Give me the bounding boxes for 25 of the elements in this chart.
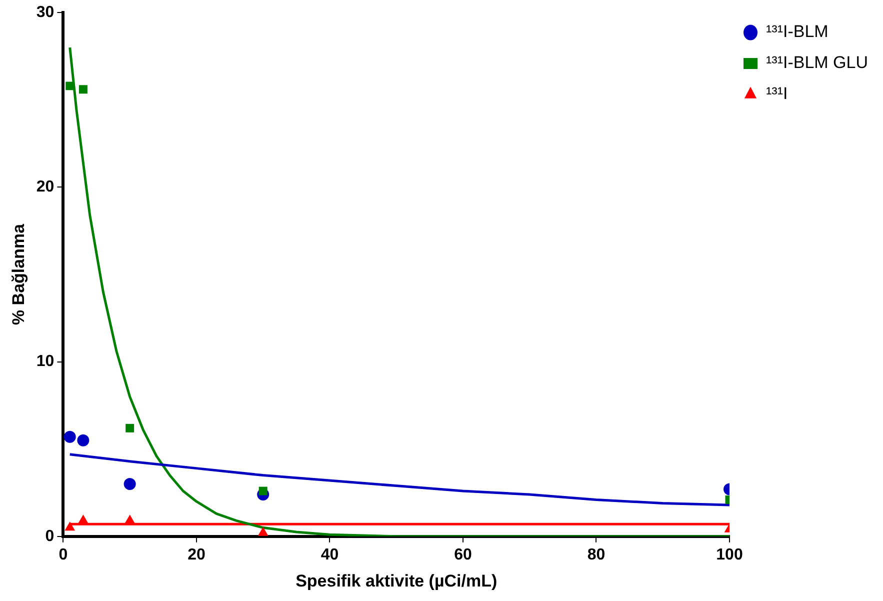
point	[64, 430, 76, 443]
x-tick-label: 80	[587, 546, 606, 564]
legend-label: ¹³¹I	[766, 84, 788, 104]
point	[258, 526, 268, 536]
point	[124, 514, 136, 524]
legend-label: ¹³¹I-BLM GLU	[766, 53, 868, 72]
x-tick-label: 100	[716, 546, 743, 564]
x-axis-title: Spesifik aktivite (µCi/mL)	[296, 571, 498, 590]
point	[78, 85, 88, 94]
x-tick-label: 60	[454, 546, 472, 564]
point	[124, 478, 136, 490]
x-tick-label: 0	[58, 546, 68, 564]
point	[78, 514, 88, 524]
y-tick-label: 20	[36, 178, 54, 196]
y-tick-label: 30	[36, 4, 54, 22]
point	[77, 434, 90, 446]
y-axis-title: % Bağlanma	[8, 223, 28, 326]
point	[126, 424, 134, 432]
x-tick-label: 20	[188, 546, 206, 564]
point	[66, 82, 74, 90]
point	[64, 522, 76, 531]
x-tick-label: 40	[320, 546, 339, 564]
y-tick-label: 0	[45, 528, 54, 545]
y-tick-label: 10	[36, 353, 54, 370]
legend-label: ¹³¹I-BLM	[766, 22, 828, 42]
